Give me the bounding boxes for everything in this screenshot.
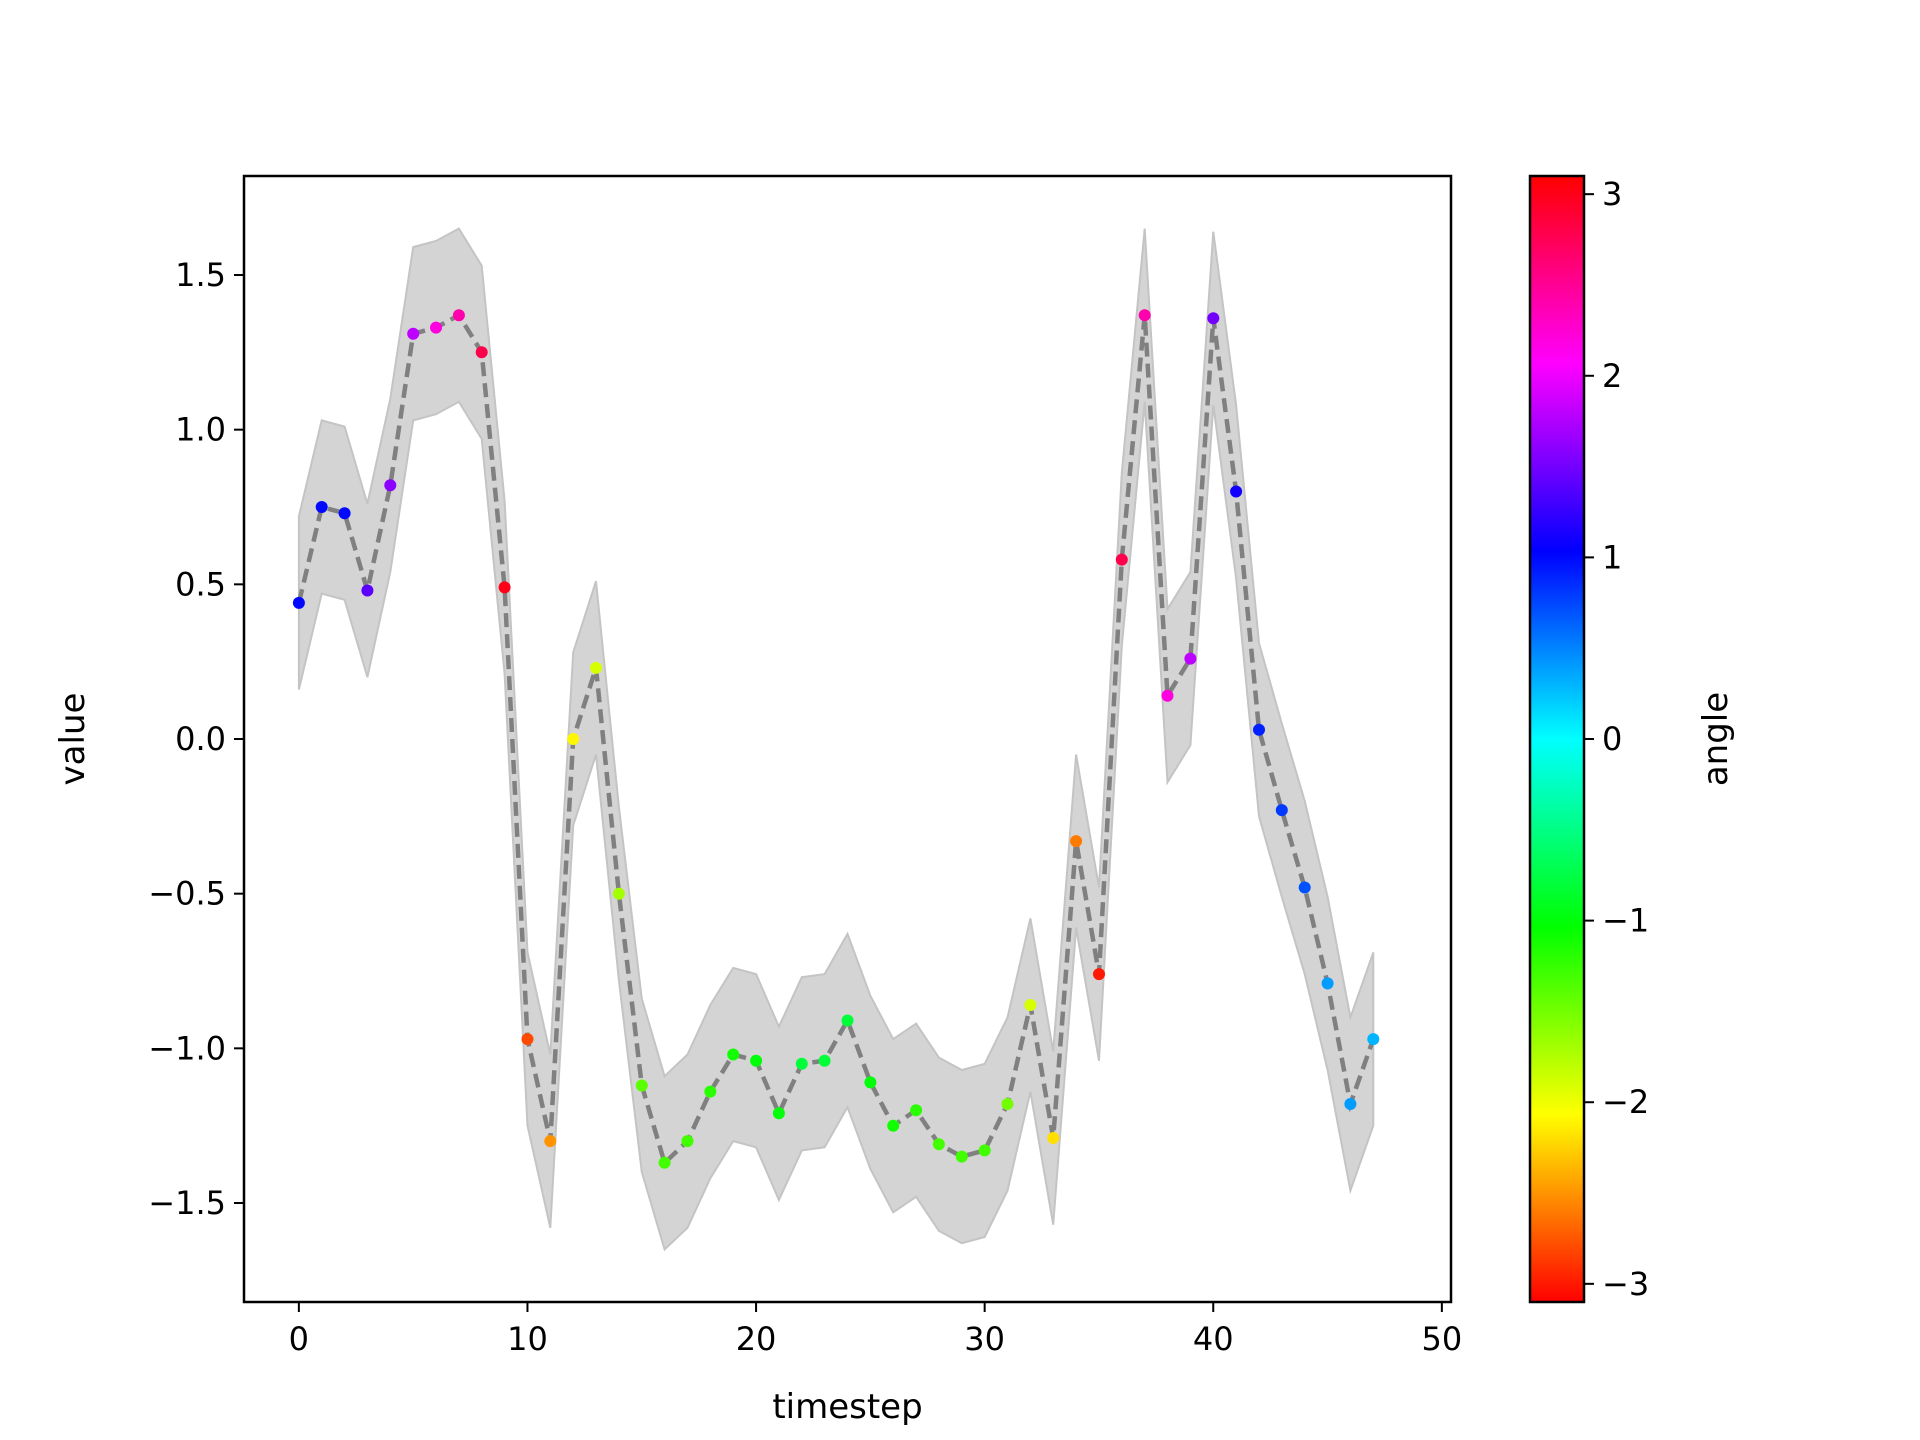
data-point xyxy=(338,507,351,520)
colorbar-tick-label: 2 xyxy=(1602,357,1622,395)
data-point xyxy=(384,479,397,492)
data-point xyxy=(475,346,488,359)
colorbar-tick-label: 0 xyxy=(1602,720,1622,758)
axes: 0 10 20 30 40 50 −1.5 −1.0 −0.5 0.0 0.5 1.0 1.5 xyxy=(148,174,1462,1358)
y-tick-label: 0.0 xyxy=(175,720,226,758)
data-point xyxy=(864,1076,877,1089)
data-point xyxy=(430,321,442,334)
y-axis-label: value xyxy=(53,693,93,786)
y-tick-label: −1.5 xyxy=(148,1184,226,1222)
data-point xyxy=(498,581,511,594)
colorbar-tick-label: −1 xyxy=(1602,902,1649,940)
data-point xyxy=(1344,1098,1357,1110)
data-point xyxy=(727,1048,740,1061)
y-tick-label: −0.5 xyxy=(148,875,226,913)
data-point xyxy=(521,1033,534,1046)
data-point xyxy=(1070,835,1083,848)
colorbar-tick-label: 3 xyxy=(1602,175,1622,213)
data-point xyxy=(1230,485,1243,498)
data-point xyxy=(704,1085,717,1098)
colorbar-tick-label: −3 xyxy=(1602,1265,1649,1303)
data-point xyxy=(932,1138,945,1151)
data-point xyxy=(612,887,625,900)
data-point xyxy=(910,1104,923,1117)
x-tick-label: 20 xyxy=(736,1320,777,1358)
x-tick-label: 30 xyxy=(964,1320,1005,1358)
x-tick-label: 0 xyxy=(289,1320,309,1358)
data-point xyxy=(955,1150,968,1163)
colorbar-tick-label: 1 xyxy=(1602,538,1622,576)
x-tick-label: 10 xyxy=(507,1320,548,1358)
data-point xyxy=(1298,881,1311,894)
data-point xyxy=(567,733,580,745)
x-axis-label: timestep xyxy=(772,1387,922,1427)
data-point xyxy=(590,661,602,674)
data-point xyxy=(407,327,420,340)
data-point xyxy=(795,1057,808,1070)
data-point xyxy=(978,1144,991,1157)
data-point xyxy=(292,596,305,609)
data-point xyxy=(1321,977,1334,990)
data-point xyxy=(750,1054,763,1067)
data-point xyxy=(1115,553,1128,566)
colorbar-gradient xyxy=(1528,174,1586,1304)
data-point xyxy=(1161,689,1174,702)
y-tick-label: 0.5 xyxy=(175,565,226,603)
data-point xyxy=(1253,723,1265,736)
data-point xyxy=(658,1156,671,1169)
data-point xyxy=(681,1135,694,1148)
data-point xyxy=(544,1135,557,1148)
colorbar-tick-label: −2 xyxy=(1602,1083,1649,1121)
data-point xyxy=(841,1014,854,1027)
data-point xyxy=(1367,1033,1380,1046)
colorbar-label: angle xyxy=(1696,692,1736,786)
data-point xyxy=(818,1054,831,1067)
data-point xyxy=(1207,312,1220,325)
y-tick-label: 1.0 xyxy=(175,411,226,449)
data-point xyxy=(1093,968,1105,981)
data-point xyxy=(361,584,374,597)
x-tick-label: 40 xyxy=(1193,1320,1234,1358)
data-point xyxy=(635,1079,648,1092)
data-point xyxy=(1275,804,1288,817)
series-line xyxy=(296,312,1376,1167)
data-point xyxy=(1001,1098,1014,1110)
data-point xyxy=(452,309,465,322)
colorbar: −3 −2 −1 0 1 2 3 xyxy=(1528,174,1649,1304)
data-point xyxy=(887,1119,900,1132)
data-point xyxy=(315,501,328,513)
data-point xyxy=(1138,309,1151,322)
y-tick-label: 1.5 xyxy=(175,256,226,294)
data-point xyxy=(1184,652,1197,665)
y-tick-label: −1.0 xyxy=(148,1029,226,1067)
data-point xyxy=(772,1107,785,1120)
data-point xyxy=(1047,1132,1060,1144)
x-tick-label: 50 xyxy=(1421,1320,1462,1358)
plot-area xyxy=(292,227,1380,1252)
data-point xyxy=(1024,999,1037,1011)
